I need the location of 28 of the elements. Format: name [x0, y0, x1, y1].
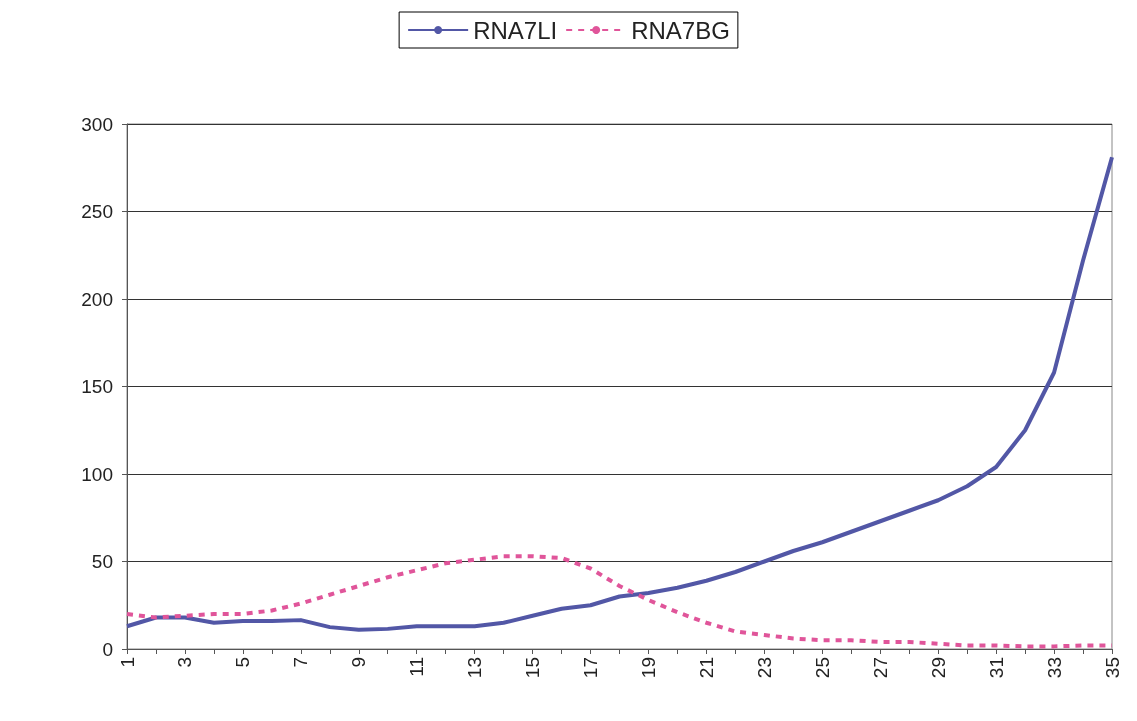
y-tick-label: 50	[91, 551, 113, 572]
y-tick-label: 150	[81, 376, 113, 397]
x-tick-label: 33	[1043, 657, 1065, 679]
y-tick-label: 0	[102, 638, 113, 660]
x-tick-label: 13	[464, 657, 486, 679]
x-tick-label: 9	[348, 657, 370, 668]
legend-label: RNA7BG	[631, 16, 730, 44]
y-tick-label: 250	[81, 201, 113, 222]
x-tick-label: 17	[580, 657, 602, 679]
legend-label: RNA7LI	[473, 16, 558, 44]
x-tick-label: 21	[695, 657, 717, 679]
x-tick-label: 1	[116, 657, 138, 668]
x-tick-label: 19	[637, 657, 659, 679]
x-tick-label: 7	[290, 657, 312, 668]
y-tick-label: 200	[81, 288, 113, 310]
x-tick-label: 29	[927, 657, 949, 679]
y-tick-label: 300	[81, 113, 113, 135]
x-tick-label: 11	[406, 657, 428, 677]
x-tick-label: 31	[985, 657, 1007, 679]
x-tick-label: 27	[869, 657, 891, 679]
y-tick-label: 100	[81, 463, 113, 485]
x-tick-label: 5	[232, 657, 254, 668]
x-tick-label: 35	[1101, 657, 1123, 679]
x-tick-label: 3	[174, 657, 196, 668]
x-tick-label: 15	[522, 657, 544, 679]
line-series	[125, 155, 1114, 632]
x-tick-label: 23	[753, 657, 775, 679]
x-tick-label: 25	[811, 657, 833, 679]
